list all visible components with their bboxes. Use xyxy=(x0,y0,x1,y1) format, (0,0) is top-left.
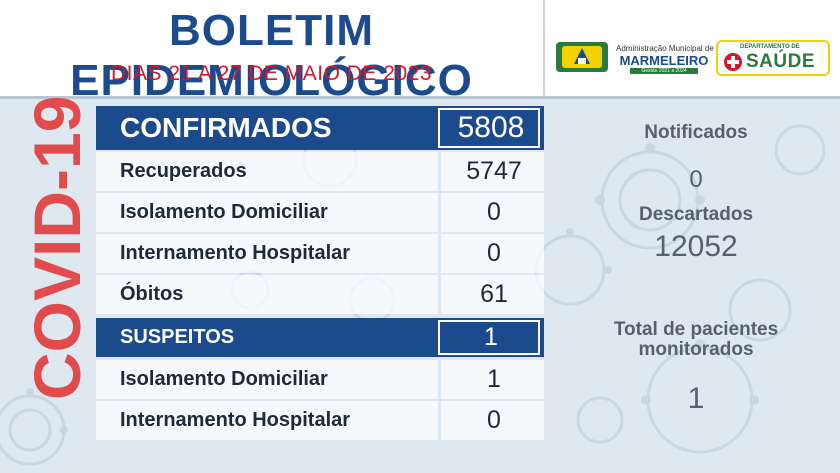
table-row: Recuperados 5747 xyxy=(96,152,544,191)
covid-19-text: COVID-19 xyxy=(20,96,94,400)
monitored-label-line2: monitorados xyxy=(638,339,754,360)
row-label-suspect-home-isolation: Isolamento Domiciliar xyxy=(120,368,328,390)
header-bar: BOLETIM EPIDEMIOLÓGICO DIAS 21 A 27 DE M… xyxy=(0,0,840,105)
table-row: Isolamento Domiciliar 1 xyxy=(96,360,544,399)
notified-value: 0 xyxy=(689,166,703,193)
municipal-logo-term: Gestão 2021 a 2024 xyxy=(630,68,698,74)
suspects-label: SUSPEITOS xyxy=(120,326,235,348)
confirmed-header-row: CONFIRMADOS 5808 xyxy=(96,106,544,150)
row-value-deaths: 61 xyxy=(438,275,547,314)
suspects-value-box xyxy=(438,320,540,355)
bulletin-date-range: DIAS 21 A 27 DE MAIO DE 2023 xyxy=(111,62,432,85)
health-logo-name: SAÚDE xyxy=(746,51,816,72)
municipal-crest-icon xyxy=(556,42,608,72)
suspects-value: 1 xyxy=(484,323,498,351)
row-value-recovered: 5747 xyxy=(438,152,547,191)
discarded-label: Descartados xyxy=(638,204,754,225)
table-row: Isolamento Domiciliar 0 xyxy=(96,193,544,232)
health-department-logo: DEPARTAMENTO DE SAÚDE xyxy=(716,40,830,76)
monitored-label-line1: Total de pacientes xyxy=(613,319,779,340)
suspects-header-row: SUSPEITOS 1 xyxy=(96,318,544,357)
row-value-suspect-hospitalized: 0 xyxy=(438,401,547,440)
municipal-logo-text: Administração Municipal de MARMELEIRO Ge… xyxy=(616,44,714,74)
row-label-suspect-hospitalized: Internamento Hospitalar xyxy=(120,409,351,431)
row-label-recovered: Recuperados xyxy=(120,160,247,182)
covid-vertical-label: COVID-19 xyxy=(20,96,94,400)
bulletin-title: BOLETIM EPIDEMIOLÓGICO xyxy=(70,6,473,105)
notified-label: Notificados xyxy=(644,122,748,143)
confirmed-value-box xyxy=(438,108,540,148)
municipal-logo-name: MARMELEIRO xyxy=(619,53,709,68)
row-value-hospitalized: 0 xyxy=(438,234,547,273)
municipal-logo-line1: Administração Municipal de xyxy=(616,44,714,53)
row-value-home-isolation: 0 xyxy=(438,193,547,232)
table-row: Internamento Hospitalar 0 xyxy=(96,401,544,440)
health-logo-line1: DEPARTAMENTO DE xyxy=(740,44,800,50)
header-divider xyxy=(543,0,545,96)
confirmed-label: CONFIRMADOS xyxy=(120,112,332,143)
red-cross-icon xyxy=(724,53,742,71)
table-row: Óbitos 61 xyxy=(96,275,544,314)
discarded-value: 12052 xyxy=(654,230,738,263)
table-row: Internamento Hospitalar 0 xyxy=(96,234,544,273)
row-label-home-isolation: Isolamento Domiciliar xyxy=(120,201,328,223)
monitored-value: 1 xyxy=(687,382,705,415)
row-label-deaths: Óbitos xyxy=(120,283,184,305)
side-panel: Notificados 0 Descartados 12052 Total de… xyxy=(565,106,827,440)
monitored-label: Total de pacientes monitorados xyxy=(565,320,827,360)
row-value-suspect-home-isolation: 1 xyxy=(438,360,547,399)
row-label-hospitalized: Internamento Hospitalar xyxy=(120,242,351,264)
confirmed-value: 5808 xyxy=(457,111,525,144)
